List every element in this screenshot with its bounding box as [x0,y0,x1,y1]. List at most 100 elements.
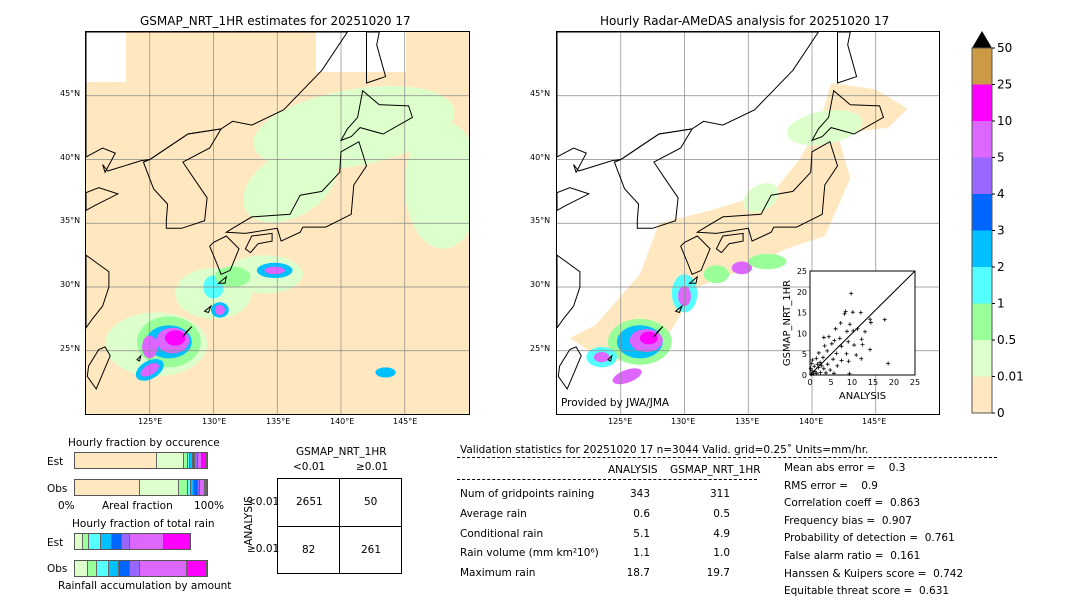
scatter-point [849,291,854,296]
bar-segment [139,561,188,576]
lon-tick-label: 145°E [862,417,887,426]
x-tick-label: 15 [868,378,878,387]
bar-segment [109,561,120,576]
contingency-row2: ≥0.01 [247,543,280,555]
y-tick-label: 5 [802,350,807,359]
bar-segment [140,480,180,495]
y-tick-label: 20 [797,288,807,297]
bar-segment [204,480,208,495]
coastline-honshu [224,140,368,242]
scatter-point [842,311,847,316]
scatter-point [859,337,864,342]
bar-segment [75,453,158,468]
stat-analysis-value: 5.1 [633,528,650,540]
scatter-point [863,329,868,334]
scatter-point [837,336,842,341]
lat-tick-label: 25°N [530,344,551,353]
rain-title: Hourly fraction of total rain [72,518,215,530]
score-line: Probability of detection = 0.761 [784,532,955,545]
stat-analysis-value: 0.6 [633,508,650,520]
coastline-okinawa [653,326,664,338]
scatter-point [839,358,844,363]
score-line: Frequency bias = 0.907 [784,514,912,527]
coastline-okinawa [182,326,193,338]
stat-gsmap-value: 19.7 [706,567,730,579]
scatter-point [859,356,864,361]
scatter-point [811,371,816,376]
rain-xlabel: Rainfall accumulation by amount [58,580,232,592]
colorbar-label: 3 [997,224,1005,238]
scatter-point [821,335,826,340]
scatter-point [844,351,849,356]
stat-analysis-value: 18.7 [626,567,650,579]
coastline-kyushu [680,235,711,275]
coastline-kyushu [209,235,240,275]
colorbar-swatch [972,376,992,413]
scatter-point [886,361,891,366]
occ-xlabel: Areal fraction [102,500,173,512]
score-line: False alarm ratio = 0.161 [784,550,921,562]
coastline-honshu [695,140,839,242]
scatter-point [851,328,856,333]
bar-segment [195,453,199,468]
scatter-point [846,339,851,344]
lon-tick-label: 140°E [330,417,355,426]
bar-segment [190,453,194,468]
scatter-point [825,362,830,367]
bar-segment [75,480,140,495]
stats-header: Validation statistics for 20251020 17 n=… [460,444,869,456]
occ-est-label: Est [47,456,64,468]
colorbar-label: 0.01 [997,370,1024,384]
bar-segment [101,534,112,549]
scatter-point [826,334,831,339]
lat-tick-label: 30°N [530,280,551,289]
scatter-point [854,353,859,358]
bar-segment [197,480,201,495]
rain-area [612,368,642,385]
rain-obs-bar [74,560,208,577]
bar-segment [119,561,131,576]
lat-tick-label: 35°N [60,216,81,225]
scatter-point [868,320,873,325]
bar-segment [184,453,188,468]
stat-row-label: Rain volume (mm km²10⁶) [460,547,599,559]
coastline-sakhalin [837,32,858,84]
occ-obs-label: Obs [47,483,68,495]
colorbar-label: 0.5 [997,333,1016,347]
rain-area [165,330,186,346]
rain-area [703,265,730,284]
bar-segment [193,453,196,468]
bar-segment [187,561,207,576]
stat-gsmap-value: 311 [709,488,730,500]
coastline-amami [203,304,213,314]
coastline-shikoku [715,232,744,254]
scatter-point [818,360,823,365]
bar-segment [198,453,202,468]
bar-segment [130,561,140,576]
cell-hit: 261 [361,544,382,556]
bar-segment [97,561,109,576]
y-tick-label: 25 [797,267,807,276]
rain-area [404,121,469,249]
scatter-point [815,362,820,367]
lon-tick-label: 125°E [138,417,163,426]
coastline-ishigaki [136,354,142,362]
score-line: Correlation coeff = 0.863 [784,497,920,510]
stat-gsmap-value: 0.5 [713,508,730,520]
bar-segment [179,480,188,495]
bar-segment [83,534,90,549]
score-line: Hanssen & Kuipers score = 0.742 [784,567,964,580]
scatter-point [832,338,837,343]
scatter-point [882,317,887,322]
score-line: Equitable threat score = 0.631 [784,585,950,598]
scatter-point [868,347,873,352]
coastline-shandong [557,187,591,212]
stats-col-gsmap: GSMAP_NRT_1HR [670,464,761,476]
stat-row-label: Maximum rain [460,567,536,579]
scatter-point [818,370,823,375]
bar-segment [157,453,185,468]
scatter-point [844,329,849,334]
lat-tick-label: 35°N [530,216,551,225]
scatter-point [828,368,833,373]
